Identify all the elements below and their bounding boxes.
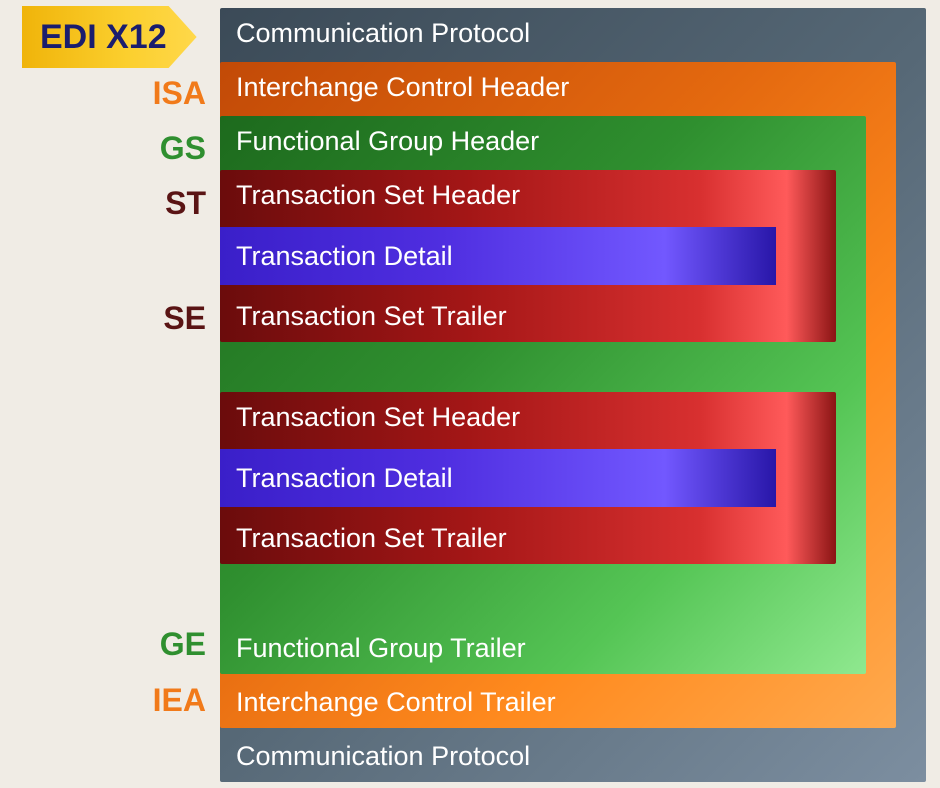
st2-footer: Transaction Set Trailer bbox=[236, 523, 507, 554]
comm-header: Communication Protocol bbox=[236, 18, 530, 49]
st1-header: Transaction Set Header bbox=[236, 180, 520, 211]
comm-footer: Communication Protocol bbox=[236, 741, 530, 772]
gs-footer: Functional Group Trailer bbox=[236, 633, 526, 664]
transaction-detail-2: Transaction Detail bbox=[220, 449, 776, 507]
isa-header: Interchange Control Header bbox=[236, 72, 569, 103]
code-se: SE bbox=[163, 300, 206, 337]
code-ge: GE bbox=[160, 626, 206, 663]
diagram-stage: EDI X12 ISA GS ST SE GE IEA Communicatio… bbox=[0, 0, 940, 788]
diagram-area: Communication Protocol Communication Pro… bbox=[220, 8, 926, 782]
edi-x12-badge: EDI X12 bbox=[22, 6, 197, 68]
code-st: ST bbox=[165, 185, 206, 222]
layer-functional-group: Functional Group Header Functional Group… bbox=[220, 116, 866, 674]
layer-communication-protocol: Communication Protocol Communication Pro… bbox=[220, 8, 926, 782]
code-isa: ISA bbox=[153, 75, 206, 112]
gs-header: Functional Group Header bbox=[236, 126, 539, 157]
st2-header: Transaction Set Header bbox=[236, 402, 520, 433]
isa-footer: Interchange Control Trailer bbox=[236, 687, 556, 718]
layer-interchange-control: Interchange Control Header Interchange C… bbox=[220, 62, 896, 728]
layer-transaction-set-2: Transaction Set Header Transaction Detai… bbox=[220, 392, 836, 564]
code-gs: GS bbox=[160, 130, 206, 167]
label-column: EDI X12 ISA GS ST SE GE IEA bbox=[0, 0, 220, 788]
transaction-detail-1: Transaction Detail bbox=[220, 227, 776, 285]
layer-transaction-set-1: Transaction Set Header Transaction Detai… bbox=[220, 170, 836, 342]
code-iea: IEA bbox=[153, 682, 206, 719]
st1-footer: Transaction Set Trailer bbox=[236, 301, 507, 332]
